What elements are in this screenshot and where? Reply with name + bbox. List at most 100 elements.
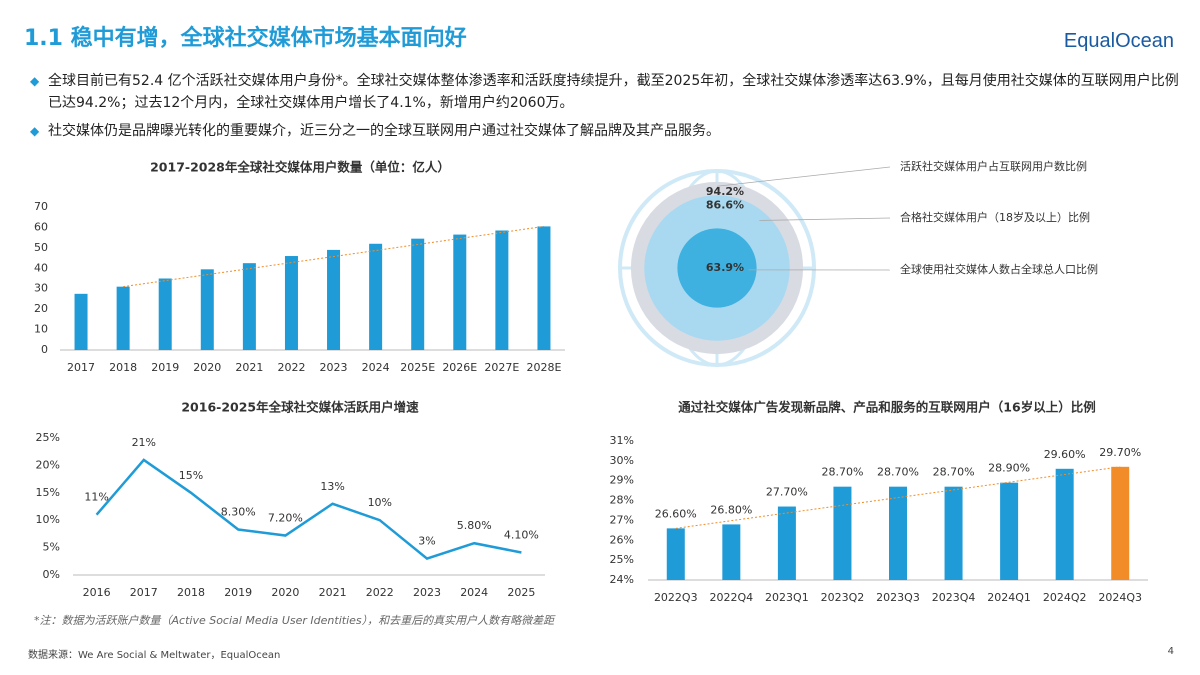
- bar: [777, 506, 796, 580]
- leader-line: [759, 217, 891, 221]
- x-tick-label: 2024Q2: [1043, 591, 1087, 604]
- value-label: 3%: [418, 535, 435, 548]
- legend-label: 合格社交媒体用户（18岁及以上）比例: [900, 210, 1090, 224]
- x-tick-label: 2022Q4: [710, 591, 754, 604]
- chart-title: 通过社交媒体广告发现新品牌、产品和服务的互联网用户（16岁以上）比例: [678, 400, 1095, 415]
- x-tick-label: 2020: [271, 586, 299, 599]
- bar: [722, 524, 741, 580]
- x-tick-label: 2019: [224, 586, 252, 599]
- value-label: 21%: [132, 436, 156, 449]
- y-tick-label: 10%: [36, 513, 60, 526]
- y-tick-label: 27%: [610, 513, 634, 526]
- value-label: 63.9%: [706, 261, 744, 274]
- x-tick-label: 2017: [130, 586, 158, 599]
- value-label: 28.90%: [988, 462, 1030, 475]
- logo: EqualOcean: [1063, 30, 1174, 52]
- x-tick-label: 2024: [460, 586, 488, 599]
- value-label: 29.60%: [1044, 448, 1086, 461]
- y-tick-label: 40: [34, 261, 48, 274]
- value-label: 7.20%: [268, 512, 303, 525]
- y-tick-label: 24%: [610, 573, 634, 586]
- x-tick-label: 2017: [67, 361, 95, 374]
- x-tick-label: 2022: [366, 586, 394, 599]
- value-label: 28.70%: [933, 466, 975, 479]
- chart-title: 2016-2025年全球社交媒体活跃用户增速: [181, 400, 419, 415]
- x-tick-label: 2023Q3: [876, 591, 920, 604]
- ring: [677, 228, 757, 308]
- bar: [666, 528, 685, 580]
- x-tick-label: 2028E: [526, 361, 561, 374]
- y-tick-label: 26%: [610, 533, 634, 546]
- y-tick-label: 0%: [43, 568, 60, 581]
- y-tick-label: 50: [34, 241, 48, 254]
- value-label: 28.70%: [877, 466, 919, 479]
- line: [95, 458, 522, 560]
- bar: [200, 269, 214, 350]
- slide-title: 1.1 稳中有增，全球社交媒体市场基本面向好: [24, 26, 467, 51]
- x-tick-label: 2018: [109, 361, 137, 374]
- value-label: 15%: [179, 469, 203, 482]
- value-label: 86.6%: [706, 198, 744, 211]
- bar: [327, 249, 341, 350]
- y-tick-label: 31%: [610, 434, 634, 447]
- y-tick-label: 20%: [36, 458, 60, 471]
- value-label: 5.80%: [457, 519, 492, 532]
- value-label: 8.30%: [221, 506, 256, 519]
- x-tick-label: 2019: [151, 361, 179, 374]
- legend-label: 全球使用社交媒体人数占全球总人口比例: [900, 262, 1098, 276]
- x-tick-label: 2016: [83, 586, 111, 599]
- chart-title: 2017-2028年全球社交媒体用户数量（单位：亿人）: [150, 160, 450, 175]
- y-tick-label: 5%: [43, 541, 60, 554]
- y-tick-label: 25%: [36, 431, 60, 444]
- bar: [495, 230, 509, 350]
- bar: [242, 263, 256, 350]
- x-tick-label: 2024Q3: [1098, 591, 1142, 604]
- legend-label: 活跃社交媒体用户占互联网用户数比例: [900, 159, 1087, 173]
- footnote: *注：数据为活跃账户数量（Active Social Media User Id…: [34, 614, 555, 627]
- value-label: 27.70%: [766, 486, 808, 499]
- bar: [284, 256, 298, 350]
- y-tick-label: 0: [41, 343, 48, 356]
- bar: [369, 243, 383, 350]
- x-tick-label: 2022: [277, 361, 305, 374]
- x-tick-label: 2023Q4: [932, 591, 976, 604]
- x-tick-label: 2024: [362, 361, 390, 374]
- x-tick-label: 2022Q3: [654, 591, 698, 604]
- x-tick-label: 2018: [177, 586, 205, 599]
- x-tick-label: 2023Q1: [765, 591, 809, 604]
- y-tick-label: 15%: [36, 486, 60, 499]
- bar: [158, 278, 172, 350]
- x-tick-label: 2025E: [400, 361, 435, 374]
- y-tick-label: 30%: [610, 454, 634, 467]
- y-tick-label: 10: [34, 323, 48, 336]
- y-tick-label: 28%: [610, 494, 634, 507]
- x-tick-label: 2021: [235, 361, 263, 374]
- x-tick-label: 2021: [319, 586, 347, 599]
- x-tick-label: 2024Q1: [987, 591, 1031, 604]
- bar: [74, 293, 88, 350]
- bullet: 社交媒体仍是品牌曝光转化的重要媒介，近三分之一的全球互联网用户通过社交媒体了解品…: [30, 120, 1188, 142]
- value-label: 26.80%: [710, 503, 752, 516]
- x-tick-label: 2023: [320, 361, 348, 374]
- x-tick-label: 2020: [193, 361, 221, 374]
- bar: [833, 486, 852, 580]
- page-number: 4: [1167, 646, 1174, 657]
- bar: [1000, 482, 1019, 580]
- bar: [453, 234, 467, 350]
- y-tick-label: 60: [34, 220, 48, 233]
- y-tick-label: 29%: [610, 474, 634, 487]
- y-tick-label: 20: [34, 302, 48, 315]
- value-label: 29.70%: [1099, 446, 1141, 459]
- value-label: 26.60%: [655, 507, 697, 520]
- source: 数据来源：We Are Social & Meltwater，EqualOcea…: [28, 650, 281, 661]
- bar: [1055, 468, 1074, 580]
- x-tick-label: 2023: [413, 586, 441, 599]
- value-label: 4.10%: [504, 529, 539, 542]
- y-tick-label: 30: [34, 282, 48, 295]
- x-tick-label: 2026E: [442, 361, 477, 374]
- bar: [944, 486, 963, 580]
- bar: [1111, 466, 1130, 580]
- x-tick-label: 2023Q2: [821, 591, 865, 604]
